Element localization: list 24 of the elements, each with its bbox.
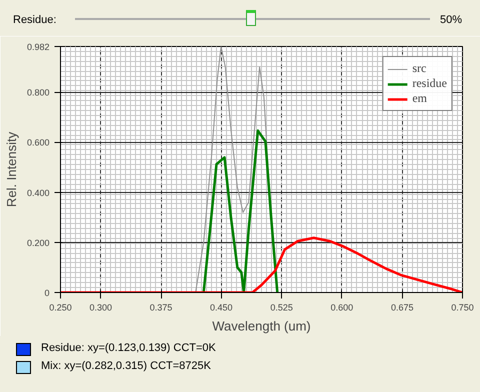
x-tick-label: 0.300 (89, 302, 112, 312)
x-tick-label: 0.675 (390, 302, 414, 312)
x-tick-label: 0.450 (210, 302, 233, 312)
text: Residue: xy=(0.123,0.139) CCT=0K (40, 341, 217, 356)
y-tick-label: 0.400 (26, 188, 50, 198)
y-tick-label: 0.200 (26, 238, 50, 248)
x-tick-label: 0.750 (451, 302, 474, 312)
legend-label: em (412, 91, 428, 106)
line-series (202, 129, 279, 292)
text: 50% (440, 13, 462, 28)
y-tick-label: 0.982 (26, 42, 50, 52)
y-tick-label: 0 (44, 288, 50, 298)
legend-label: src (412, 61, 428, 76)
x-tick-label: 0.525 (270, 302, 293, 312)
x-tick-label: 0.250 (49, 302, 72, 312)
y-axis-title: Rel. Intensity (4, 131, 19, 208)
legend-label: residue (412, 76, 447, 91)
y-tick-label: 0.600 (26, 138, 50, 148)
x-axis-title: Wavelength (um) (212, 318, 311, 334)
text: Residue: (13, 13, 56, 28)
text: Mix: xy=(0.282,0.315) CCT=8725K (40, 359, 212, 374)
x-tick-label: 0.375 (150, 302, 172, 312)
x-tick-label: 0.600 (330, 302, 354, 312)
y-tick-label: 0.800 (26, 88, 50, 98)
